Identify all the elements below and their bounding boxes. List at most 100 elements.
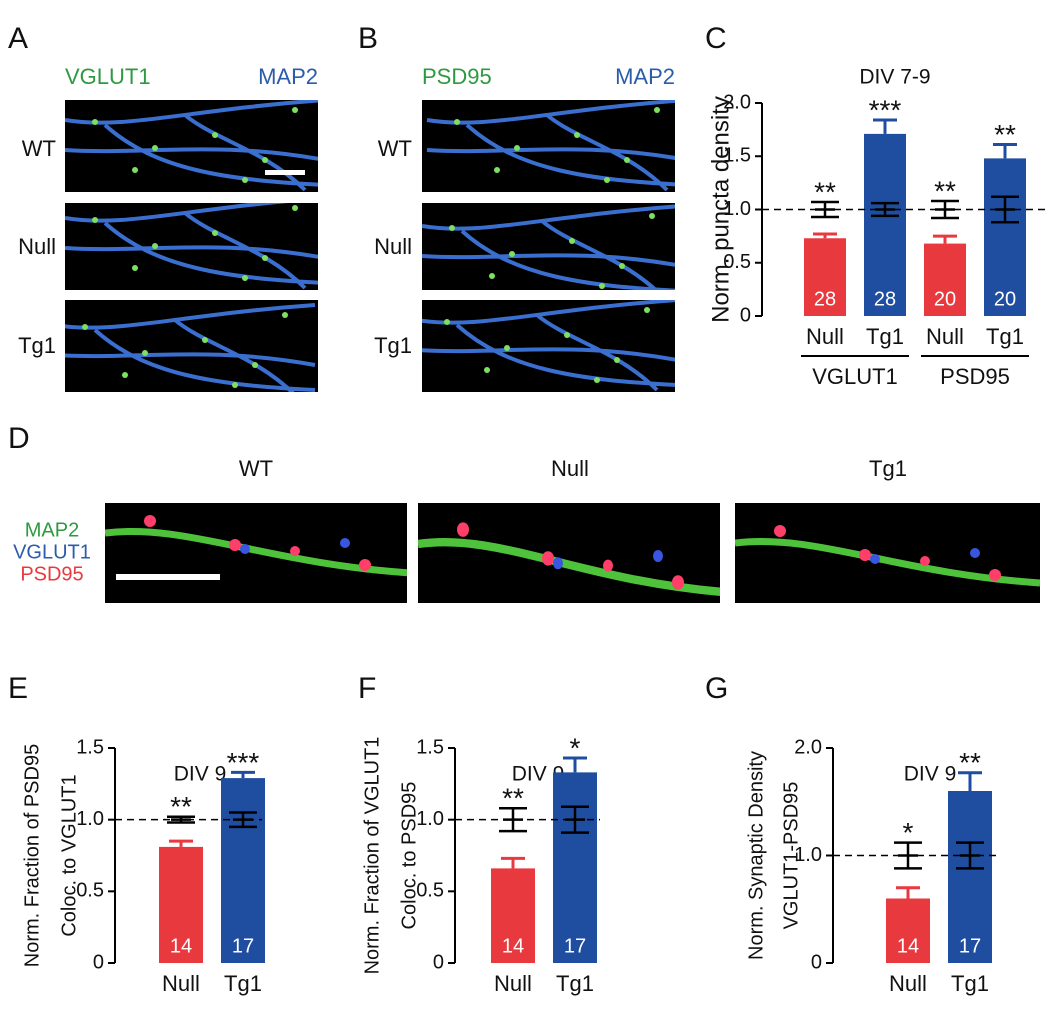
- y-tick-label: 1.0: [416, 808, 444, 830]
- chart-title: DIV 9: [904, 763, 957, 786]
- significance: **: [994, 119, 1016, 150]
- significance: ***: [227, 747, 260, 778]
- micrograph: [65, 203, 318, 290]
- y-axis-label: Coloc. to VGLUT1: [58, 774, 80, 936]
- significance: **: [502, 783, 524, 814]
- bar: [924, 243, 966, 316]
- panel-letter: C: [705, 22, 727, 55]
- bar: [491, 868, 535, 963]
- bar: [984, 158, 1026, 316]
- x-tick-label: Tg1: [866, 324, 904, 349]
- significance: ***: [869, 94, 902, 125]
- n-label: 14: [897, 935, 919, 957]
- y-tick-label: 0.5: [723, 251, 751, 273]
- significance: **: [170, 791, 192, 822]
- micrograph: [422, 100, 675, 192]
- row-label: Tg1: [18, 333, 56, 358]
- significance: **: [934, 175, 956, 206]
- y-tick-label: 0: [93, 951, 104, 973]
- bar: [553, 772, 597, 963]
- panel-letter: E: [8, 672, 28, 705]
- x-tick-label: Null: [926, 324, 964, 349]
- y-tick-label: 1.5: [723, 145, 751, 167]
- n-label: 17: [959, 935, 981, 957]
- chart-title: DIV 7-9: [859, 66, 930, 89]
- stain-label: VGLUT1: [13, 541, 91, 563]
- panel-letter: D: [8, 422, 30, 455]
- n-label: 20: [994, 288, 1016, 310]
- micrograph: [422, 300, 675, 392]
- n-label: 17: [232, 935, 254, 957]
- panel-letter: B: [358, 22, 378, 55]
- y-axis-label: Norm. Synaptic Density: [745, 751, 767, 960]
- group-label: PSD95: [940, 364, 1010, 389]
- bar: [948, 791, 992, 963]
- n-label: 14: [170, 935, 192, 957]
- y-tick-label: 1.5: [76, 736, 104, 758]
- micrograph: [418, 503, 720, 603]
- n-label: 28: [814, 288, 836, 310]
- micrograph: [65, 300, 318, 392]
- y-axis-label: Norm. Fraction of PSD95: [21, 744, 43, 967]
- y-tick-label: 1.0: [723, 198, 751, 220]
- row-label: Tg1: [374, 333, 412, 358]
- stain-label: PSD95: [20, 563, 83, 585]
- column-label: WT: [239, 456, 273, 481]
- row-label: Null: [18, 234, 56, 259]
- micrograph: [105, 503, 407, 603]
- y-axis-label: Coloc. to PSD95: [398, 782, 420, 930]
- chart-title: DIV 9: [512, 763, 565, 786]
- stain-label: PSD95: [422, 64, 492, 89]
- y-tick-label: 0: [740, 304, 751, 326]
- x-tick-label: Null: [494, 971, 532, 996]
- n-label: 28: [874, 288, 896, 310]
- y-axis-label: Norm. puncta density: [707, 96, 734, 323]
- stain-label: MAP2: [615, 64, 675, 89]
- x-tick-label: Null: [806, 324, 844, 349]
- column-label: Tg1: [869, 456, 907, 481]
- micrograph: [422, 203, 675, 290]
- micrograph: [735, 503, 1040, 603]
- significance: *: [570, 732, 581, 763]
- micrograph: [65, 100, 318, 192]
- stain-label: MAP2: [25, 519, 79, 541]
- x-tick-label: Null: [889, 971, 927, 996]
- panel-letter: F: [358, 672, 376, 705]
- panel-letter: A: [8, 22, 28, 55]
- y-tick-label: 1.0: [794, 844, 822, 866]
- row-label: WT: [378, 136, 412, 161]
- bar: [864, 133, 906, 316]
- y-axis-label: VGLUT1-PSD95: [780, 782, 802, 930]
- stain-label: MAP2: [258, 64, 318, 89]
- y-tick-label: 0: [433, 951, 444, 973]
- y-axis-label: Norm. Fraction of VGLUT1: [361, 737, 383, 975]
- bar: [804, 238, 846, 316]
- n-label: 14: [502, 935, 524, 957]
- y-tick-label: 0.5: [416, 880, 444, 902]
- y-tick-label: 0.5: [76, 880, 104, 902]
- row-label: Null: [374, 234, 412, 259]
- panel-letter: G: [705, 672, 728, 705]
- significance: *: [903, 817, 914, 848]
- x-tick-label: Tg1: [986, 324, 1024, 349]
- y-tick-label: 2.0: [723, 91, 751, 113]
- x-tick-label: Tg1: [556, 971, 594, 996]
- group-label: VGLUT1: [812, 364, 898, 389]
- significance: **: [959, 747, 981, 778]
- n-label: 17: [564, 935, 586, 957]
- column-label: Null: [551, 456, 589, 481]
- x-tick-label: Tg1: [951, 971, 989, 996]
- y-tick-label: 1.5: [416, 736, 444, 758]
- bar: [159, 846, 203, 963]
- row-label: WT: [22, 136, 56, 161]
- bar: [221, 778, 265, 963]
- bar: [886, 898, 930, 963]
- n-label: 20: [934, 288, 956, 310]
- significance: **: [814, 176, 836, 207]
- x-tick-label: Tg1: [224, 971, 262, 996]
- x-tick-label: Null: [162, 971, 200, 996]
- y-tick-label: 1.0: [76, 808, 104, 830]
- y-tick-label: 0: [811, 951, 822, 973]
- chart-title: DIV 9: [174, 763, 227, 786]
